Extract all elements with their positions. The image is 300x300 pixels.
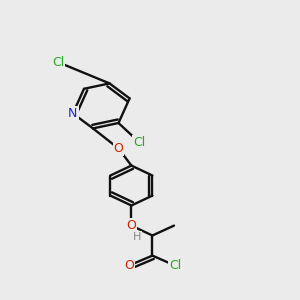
Text: N: N (68, 107, 78, 120)
Text: Cl: Cl (169, 259, 181, 272)
Text: O: O (127, 219, 136, 232)
Text: Cl: Cl (52, 56, 64, 69)
Text: Cl: Cl (134, 136, 146, 149)
Text: H: H (133, 232, 141, 242)
Text: O: O (114, 142, 123, 155)
Text: O: O (124, 259, 134, 272)
